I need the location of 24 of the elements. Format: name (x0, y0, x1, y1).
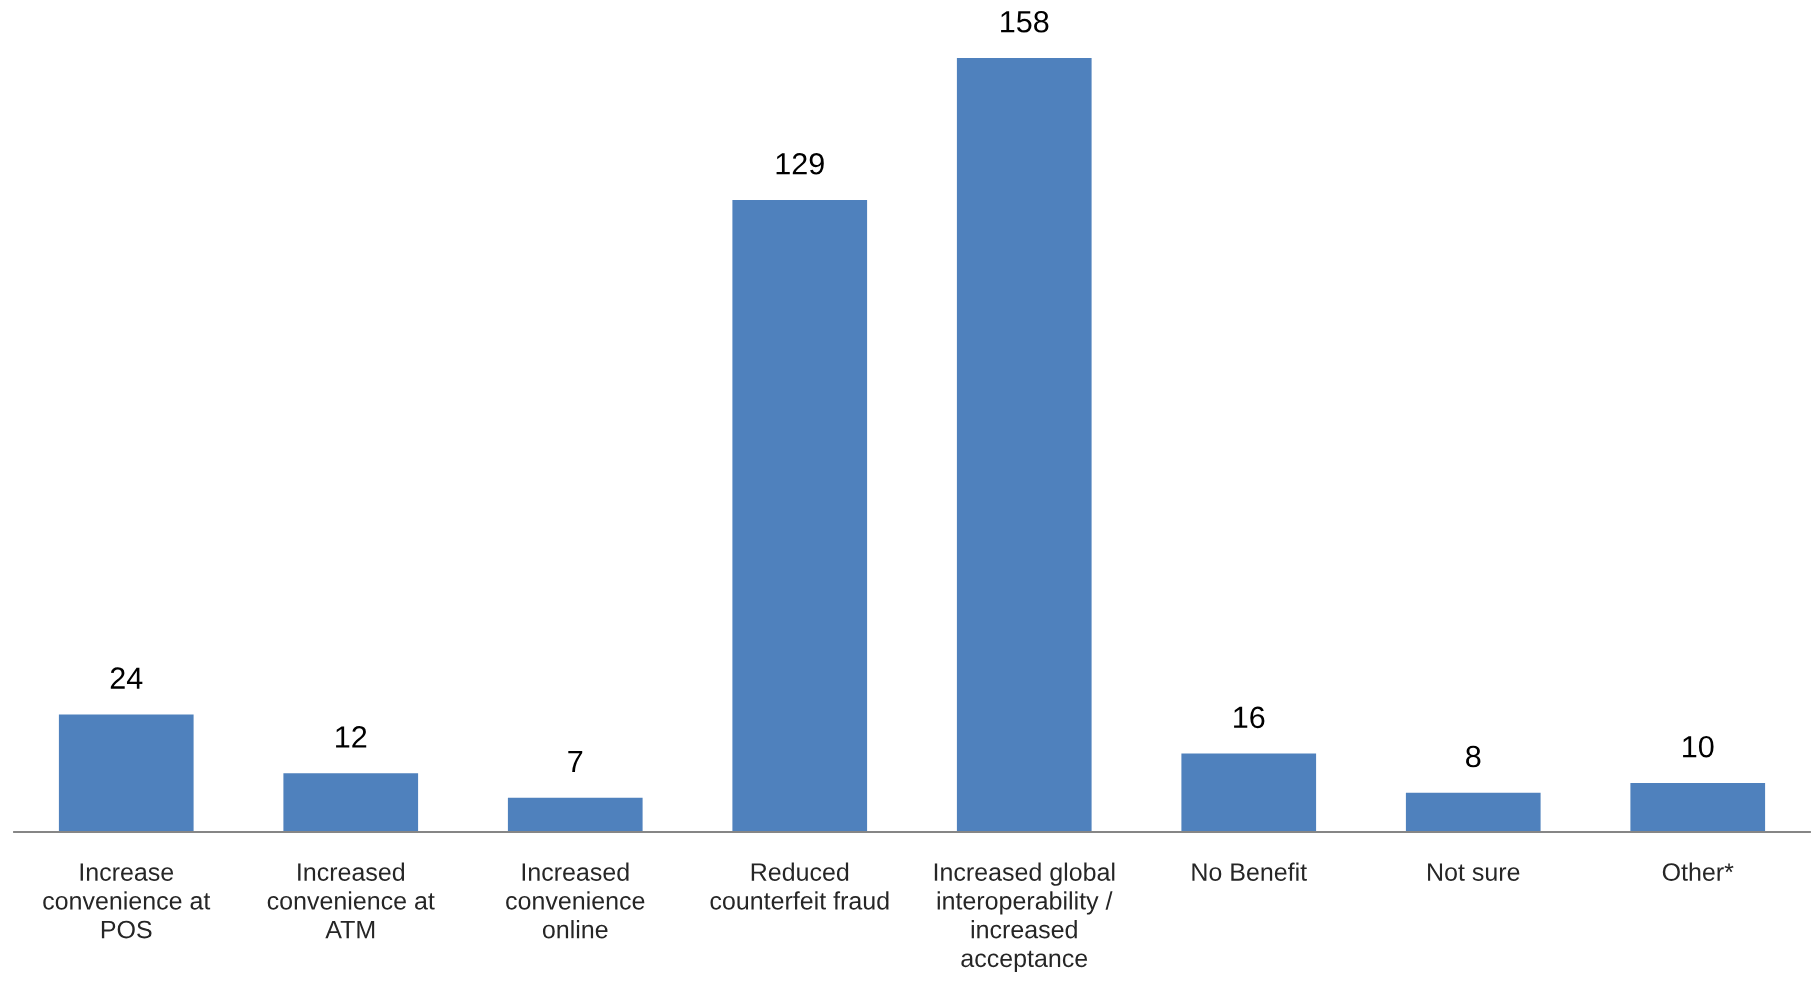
x-tick-label: Increase convenience at POS (43, 863, 211, 939)
bar (1405, 792, 1541, 832)
bar (507, 797, 643, 832)
x-tick-label: Other* (1662, 862, 1734, 881)
bar (1181, 753, 1317, 832)
data-label: 158 (1001, 10, 1049, 33)
bar (1630, 783, 1766, 832)
data-label: 129 (776, 152, 824, 175)
data-label: 12 (336, 726, 367, 748)
bar (956, 58, 1092, 832)
data-label: 8 (1466, 745, 1481, 768)
x-tick-label: Increased convenience at ATM (267, 862, 435, 939)
x-tick-label: No Benefit (1192, 862, 1307, 881)
data-label: 7 (568, 750, 583, 772)
x-tick-label: Reduced counterfeit fraud (710, 862, 889, 910)
x-tick-label: Not sure (1428, 863, 1520, 881)
data-label: 24 (110, 667, 143, 689)
data-label: 16 (1234, 706, 1265, 729)
x-tick-label: Increased global interoperability / increased acceptance (934, 862, 1115, 973)
bar (732, 200, 868, 832)
x-tick-label: Increased convenience online (506, 862, 645, 939)
data-label: 10 (1683, 735, 1714, 758)
bar (283, 773, 419, 832)
bar (58, 714, 194, 832)
